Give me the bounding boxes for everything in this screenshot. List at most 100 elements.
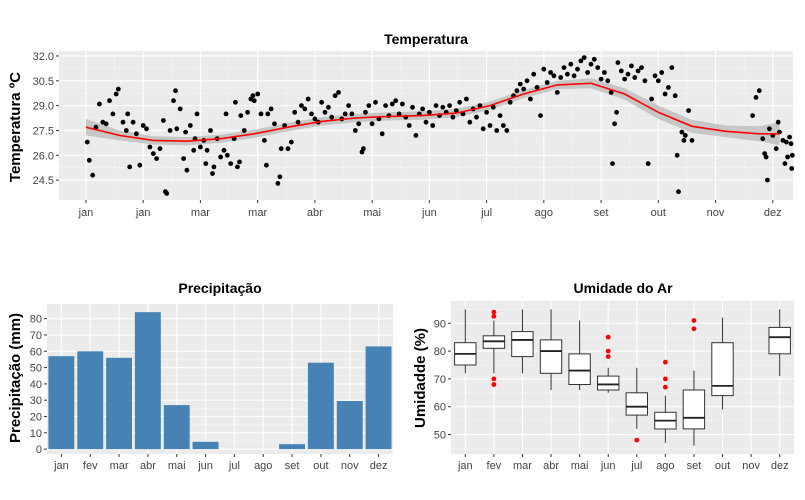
x-tick-label: nov bbox=[742, 460, 760, 472]
temperature-point bbox=[349, 111, 355, 117]
humidity-outlier bbox=[491, 382, 497, 387]
y-tick-label: 30 bbox=[30, 395, 42, 407]
temperature-point bbox=[130, 119, 136, 125]
temperature-point bbox=[137, 162, 143, 168]
temperature-point bbox=[107, 98, 112, 104]
temperature-point bbox=[756, 88, 762, 94]
temperature-point bbox=[765, 177, 770, 183]
temperature-point bbox=[336, 90, 341, 95]
humidity-chart: 50 60 70 80 90 jan fev mar abr mai jun jul ago set ou… bbox=[412, 280, 794, 472]
x-tick-label: abr bbox=[140, 460, 156, 472]
temperature-point bbox=[605, 78, 611, 84]
x-tick-label: ago bbox=[535, 207, 553, 219]
temperature-point bbox=[575, 66, 580, 72]
temperature-point bbox=[223, 111, 229, 117]
temperature-point bbox=[440, 104, 446, 110]
temperature-point bbox=[194, 111, 200, 117]
temperature-point bbox=[420, 106, 425, 112]
temperature-point bbox=[595, 65, 601, 70]
temperature-point bbox=[558, 75, 564, 80]
temperature-point bbox=[198, 144, 203, 150]
temperature-point bbox=[237, 159, 242, 165]
temperature-point bbox=[277, 174, 283, 180]
temperature-point bbox=[686, 108, 691, 113]
y-tick-label: 30.5 bbox=[33, 76, 54, 88]
temperature-point bbox=[773, 146, 779, 152]
y-tick-label: 50 bbox=[434, 430, 446, 442]
y-tick-label: 26.0 bbox=[33, 150, 54, 162]
precipitation-bar bbox=[77, 351, 104, 450]
x-tick-label: fev bbox=[83, 460, 98, 472]
temperature-point bbox=[224, 152, 230, 158]
y-tick-label: 50 bbox=[30, 363, 42, 375]
temperature-point bbox=[183, 129, 189, 135]
temperature-point bbox=[453, 108, 459, 113]
temperature-point bbox=[369, 121, 375, 127]
temperature-point bbox=[309, 111, 314, 117]
y-tick-label: 24.5 bbox=[33, 175, 54, 187]
temperature-x-ticks: jan jan mar mar abr mai jun jul ago set out nov dez bbox=[78, 200, 782, 219]
temperature-point bbox=[480, 126, 486, 132]
temperature-point bbox=[787, 134, 792, 140]
temperature-point bbox=[524, 78, 530, 84]
humidity-box bbox=[625, 392, 648, 416]
x-tick-label: jul bbox=[630, 460, 642, 472]
humidity-box bbox=[511, 331, 534, 358]
temperature-point bbox=[614, 109, 619, 115]
temperature-point bbox=[672, 93, 678, 99]
temperature-point bbox=[84, 139, 90, 145]
y-tick-label: 70 bbox=[434, 374, 446, 386]
temperature-point bbox=[322, 109, 328, 115]
temperature-point bbox=[612, 121, 617, 127]
temperature-point bbox=[173, 88, 178, 94]
temperature-point bbox=[750, 113, 755, 118]
temperature-point bbox=[430, 123, 436, 128]
temperature-point bbox=[383, 103, 388, 108]
temperature-point bbox=[251, 98, 257, 104]
temperature-point bbox=[208, 128, 213, 133]
y-tick-label: 80 bbox=[30, 314, 42, 326]
precipitation-bar bbox=[106, 357, 132, 450]
temperature-point bbox=[329, 114, 335, 120]
temperature-point bbox=[561, 65, 567, 70]
temperature-point bbox=[393, 98, 399, 104]
temperature-point bbox=[342, 111, 348, 117]
temperature-point bbox=[666, 85, 671, 90]
temperature-point bbox=[241, 128, 247, 133]
temperature-point bbox=[753, 95, 759, 100]
temperature-point bbox=[210, 171, 215, 176]
temperature-point bbox=[652, 73, 658, 79]
temperature-point bbox=[144, 126, 149, 132]
temperature-point bbox=[278, 146, 284, 152]
temperature-point bbox=[268, 106, 274, 112]
temperature-point bbox=[332, 93, 338, 99]
temperature-point bbox=[629, 63, 634, 69]
y-tick-label: 20 bbox=[30, 412, 42, 424]
temperature-point bbox=[396, 111, 402, 117]
temperature-point bbox=[659, 70, 665, 75]
temperature-point bbox=[288, 139, 294, 145]
temperature-point bbox=[610, 161, 615, 167]
humidity-outlier bbox=[634, 437, 640, 443]
temperature-point bbox=[608, 90, 614, 95]
x-tick-label: mai bbox=[571, 460, 589, 472]
y-tick-label: 70 bbox=[30, 330, 42, 342]
temperature-point bbox=[157, 146, 163, 152]
humidity-x-ticks: jan fev mar abr mai jun jul ago set out nov dez bbox=[457, 454, 789, 472]
temperature-point bbox=[585, 70, 590, 75]
x-tick-label: nov bbox=[707, 207, 725, 219]
temperature-point bbox=[676, 189, 681, 195]
y-tick-label: 10 bbox=[30, 428, 42, 440]
temperature-point bbox=[164, 191, 170, 196]
humidity-plot-background bbox=[451, 301, 794, 454]
temperature-point bbox=[410, 104, 415, 110]
temperature-point bbox=[649, 96, 654, 102]
temperature-point bbox=[389, 101, 395, 107]
temperature-point bbox=[531, 71, 537, 77]
temperature-point bbox=[245, 109, 251, 115]
temperature-point bbox=[272, 121, 277, 127]
precipitation-bars bbox=[48, 312, 392, 450]
y-tick-label: 80 bbox=[434, 346, 446, 358]
temperature-point bbox=[115, 86, 121, 92]
temperature-point bbox=[578, 58, 584, 64]
